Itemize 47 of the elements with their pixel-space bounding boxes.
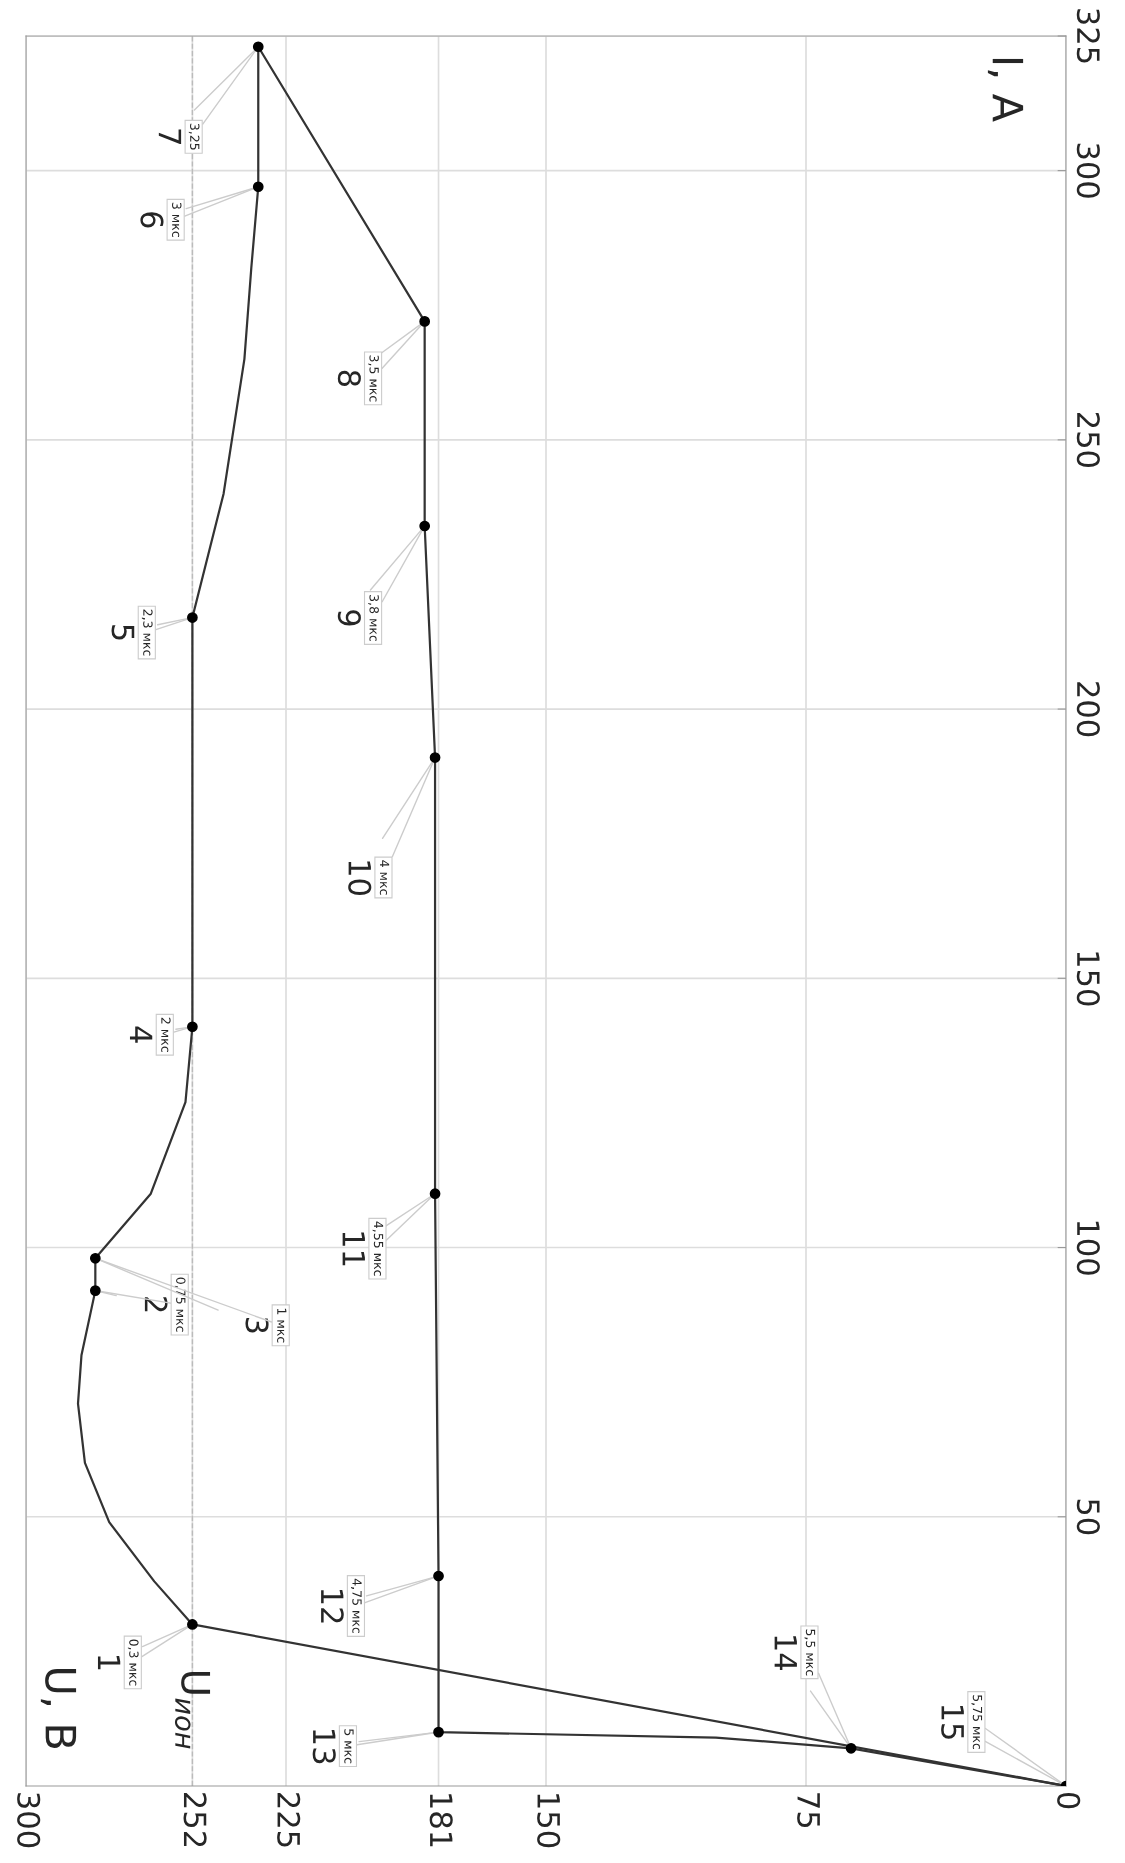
- annotation: 2,3 мкс: [141, 609, 153, 656]
- annotation: 3,25: [188, 123, 200, 150]
- x-tick-label: 0: [1057, 1792, 1081, 1809]
- annotation: 5,75 мкс: [971, 1695, 983, 1750]
- annotation: 9: [337, 610, 361, 626]
- y-tick-label: 200: [1076, 682, 1100, 737]
- y-tick-label: 250: [1076, 412, 1100, 467]
- y-tick-label: 150: [1076, 952, 1100, 1006]
- annotation: 7: [158, 129, 182, 144]
- y-axis-title: I, А: [987, 58, 1024, 122]
- annotation: 8: [337, 370, 361, 387]
- annotation: 15: [941, 1705, 964, 1739]
- x-tick-label: 181: [429, 1794, 453, 1847]
- annotation: 1: [97, 1656, 121, 1670]
- annotation: 2 мкс: [161, 1017, 171, 1052]
- x-tick-label: 225: [277, 1793, 301, 1847]
- annotation: 3: [245, 1317, 269, 1333]
- annotation: 4,75 мкс: [351, 1578, 362, 1634]
- annotation: 3 мкс: [172, 202, 182, 237]
- y-tick-label: 100: [1076, 1221, 1100, 1275]
- annotation: 4: [129, 1026, 153, 1043]
- annotation: 5: [111, 625, 135, 640]
- annotation: 0,3 мкс: [127, 1639, 139, 1686]
- annotation: 12: [321, 1589, 344, 1623]
- x-tick-label: 300: [17, 1793, 41, 1848]
- y-tick-label: 50: [1076, 1499, 1100, 1535]
- x-tick-label: 150: [537, 1794, 561, 1848]
- y-tick-label: 300: [1076, 143, 1100, 198]
- annotation: 1 мкс: [277, 1308, 287, 1343]
- annotation: 14: [774, 1636, 797, 1671]
- annotation: 3,8 мкс: [368, 595, 379, 642]
- annotation: 0,75 мкс: [174, 1277, 186, 1332]
- annotation: U, В: [40, 1669, 77, 1749]
- annotation: 3,5 мкс: [368, 355, 379, 402]
- x-tick-label: 75: [797, 1793, 820, 1828]
- x-tick-label: 252: [183, 1793, 207, 1847]
- annotation: 5,5 мкс: [804, 1629, 816, 1676]
- annotation: 10: [348, 861, 372, 895]
- annotation: 2: [144, 1297, 168, 1312]
- annotation: 13: [312, 1730, 336, 1764]
- annotation: 6: [140, 212, 164, 228]
- annotation: 11: [342, 1232, 365, 1266]
- annotation: 4 мкс: [379, 860, 390, 895]
- annotation: 5 мкс: [344, 1729, 354, 1764]
- annotation: 4,55 мкс: [372, 1221, 384, 1276]
- ref-line-label: U$_{ион}$: [174, 1671, 211, 1749]
- y-tick-label: 325: [1076, 9, 1100, 63]
